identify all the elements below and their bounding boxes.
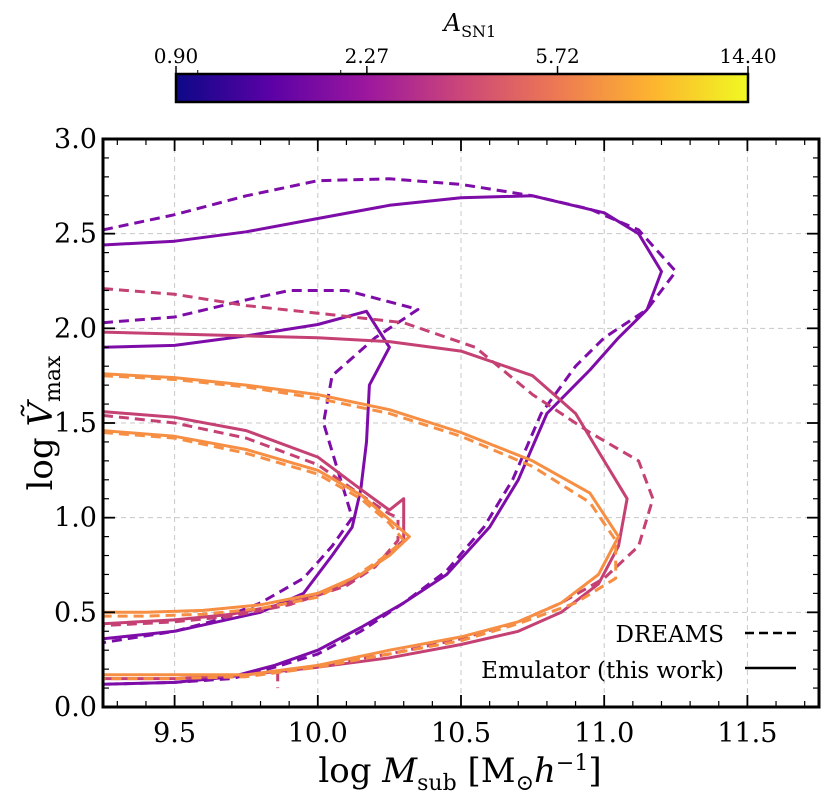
plot-frame — [101, 137, 821, 709]
y-tick-label: 2.0 — [54, 313, 97, 344]
colorbar-tick-label: 2.27 — [345, 44, 390, 68]
colorbar-tick-label: 14.40 — [719, 44, 776, 68]
contour-solid — [103, 410, 406, 626]
x-tick-label: 9.5 — [153, 718, 196, 749]
contour-solid — [103, 194, 663, 686]
contour-solid — [103, 330, 629, 681]
contour-dashed — [103, 413, 400, 628]
x-axis-title: log Msub [M⊙h−1] — [318, 751, 601, 796]
contour-dashed — [103, 374, 618, 681]
contour-solid — [103, 309, 391, 641]
x-tick-label: 11.5 — [717, 718, 777, 749]
y-tick-label: 2.5 — [54, 219, 97, 250]
x-tick-labels: 9.5 10.0 10.5 11.0 11.5 — [153, 718, 777, 749]
colorbar-label: ASN1 — [442, 9, 496, 41]
colorbar-tick-label: 5.72 — [535, 44, 580, 68]
contour-lines — [103, 177, 678, 689]
x-tick-label: 10.0 — [288, 718, 348, 749]
y-axis-title: log Ṽmax — [21, 355, 66, 490]
contour-solid — [103, 429, 411, 614]
y-tick-label: 0.0 — [54, 692, 97, 723]
colorbar-tick-label: 0.90 — [154, 44, 199, 68]
x-tick-label: 10.5 — [431, 718, 491, 749]
contour-dashed — [103, 177, 678, 686]
y-tick-labels: 0.0 0.5 1.0 1.5 2.0 2.5 3.0 — [54, 124, 97, 723]
contour-dashed — [103, 289, 420, 645]
legend-label-emulator: Emulator (this work) — [481, 658, 724, 684]
y-tick-label: 0.5 — [54, 597, 97, 628]
legend-label-dreams: DREAMS — [616, 622, 724, 648]
colorbar-ticks: 0.90 2.27 5.72 14.40 — [154, 44, 777, 74]
y-tick-label: 1.0 — [54, 503, 97, 534]
contour-dashed — [103, 431, 406, 618]
colorbar-gradient — [174, 72, 750, 104]
x-tick-label: 11.0 — [574, 718, 634, 749]
y-tick-label: 3.0 — [54, 124, 97, 155]
colorbar: ASN1 0.90 2.27 5.72 14.40 — [154, 9, 777, 104]
contour-solid — [103, 372, 620, 677]
y-tick-label: 1.5 — [54, 408, 97, 439]
legend: DREAMS Emulator (this work) — [481, 622, 796, 684]
